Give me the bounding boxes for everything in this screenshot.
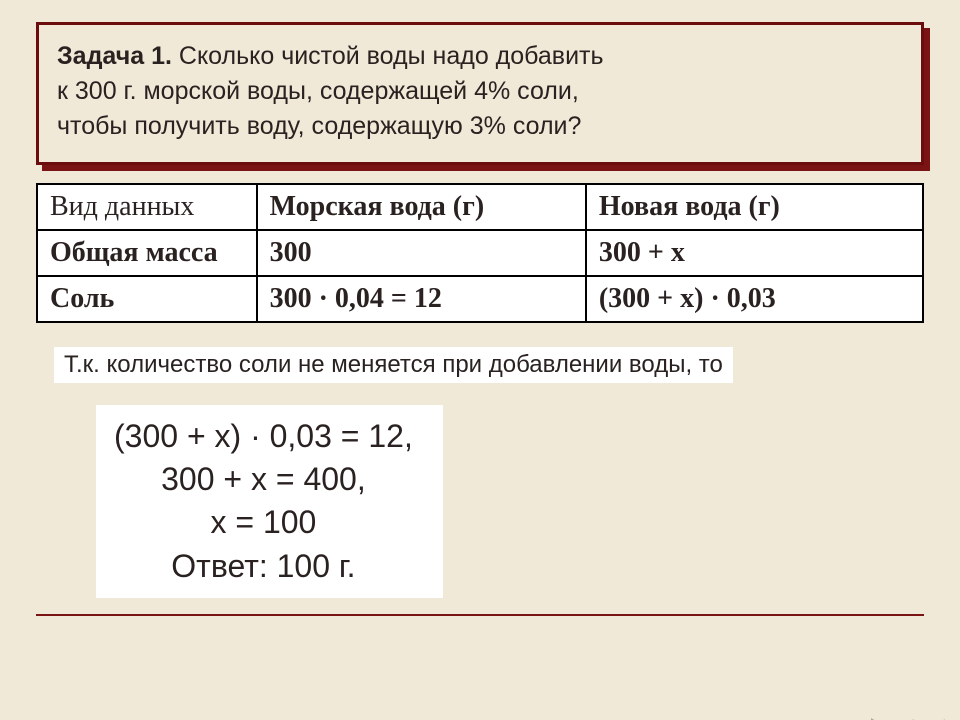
table-cell: 300 · 0,04 = 12 (257, 276, 586, 322)
table-cell: 300 + x (586, 230, 923, 276)
table-header-row: Вид данных Морская вода (г) Новая вода (… (37, 184, 923, 230)
table-header-cell: Вид данных (37, 184, 257, 230)
table-cell: (300 + x) · 0,03 (586, 276, 923, 322)
table-row: Соль 300 · 0,04 = 12 (300 + x) · 0,03 (37, 276, 923, 322)
data-table: Вид данных Морская вода (г) Новая вода (… (36, 183, 924, 323)
solution-line: Ответ: 100 г. (114, 545, 413, 588)
solution-line: 300 + x = 400, (114, 458, 413, 501)
solution-line: x = 100 (114, 501, 413, 544)
table-header-cell: Морская вода (г) (257, 184, 586, 230)
problem-label: Задача 1. (57, 42, 172, 70)
divider (36, 614, 924, 616)
problem-line-3: чтобы получить воду, содержащую 3% соли? (57, 112, 581, 140)
table-cell: Соль (37, 276, 257, 322)
problem-line-1: Сколько чистой воды надо добавить (172, 42, 604, 70)
problem-statement: Задача 1. Сколько чистой воды надо добав… (36, 22, 924, 165)
table-cell: Общая масса (37, 230, 257, 276)
table-row: Общая масса 300 300 + x (37, 230, 923, 276)
solution-line: (300 + x) · 0,03 = 12, (114, 415, 413, 458)
table-cell: 300 (257, 230, 586, 276)
solution-block: (300 + x) · 0,03 = 12, 300 + x = 400, x … (96, 405, 443, 598)
problem-line-2: к 300 г. морской воды, содержащей 4% сол… (57, 77, 579, 105)
table-header-cell: Новая вода (г) (586, 184, 923, 230)
note-text: Т.к. количество соли не меняется при доб… (54, 347, 733, 383)
